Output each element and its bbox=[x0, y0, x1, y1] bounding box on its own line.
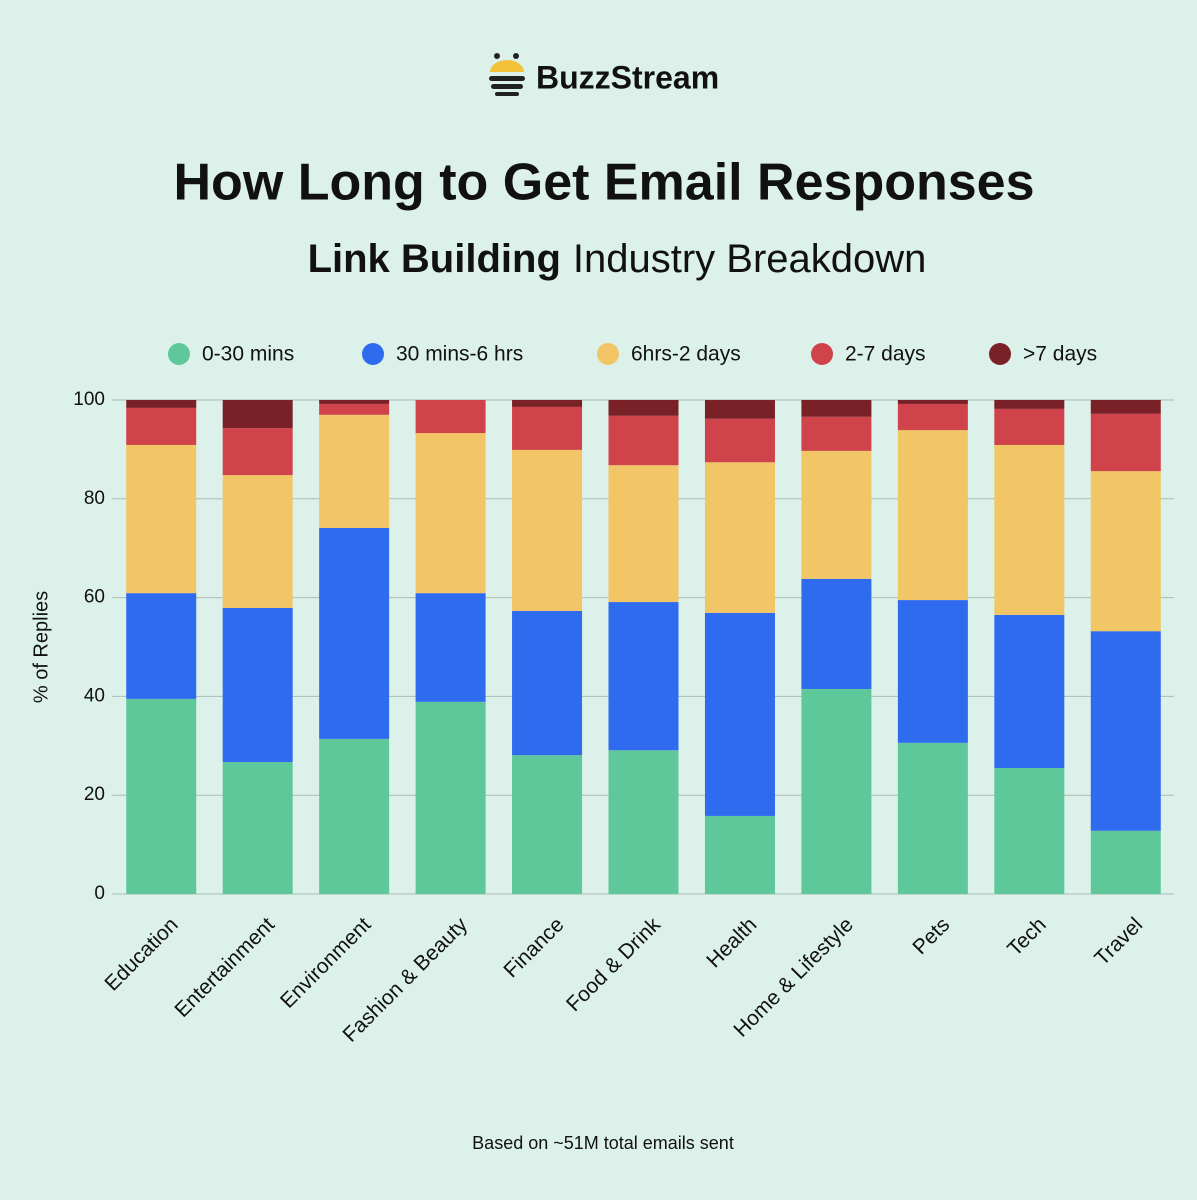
legend-label: 2-7 days bbox=[845, 343, 926, 366]
y-tick-label: 40 bbox=[84, 685, 105, 706]
bar-segment bbox=[1090, 830, 1161, 894]
logo-stripe bbox=[489, 76, 525, 81]
logo-body bbox=[490, 60, 524, 72]
legend-label: >7 days bbox=[1023, 343, 1097, 366]
y-tick-label: 80 bbox=[84, 488, 105, 509]
bar-segment bbox=[704, 400, 775, 419]
bar-segment bbox=[608, 602, 679, 751]
legend-swatch bbox=[811, 343, 833, 365]
bar-segment bbox=[608, 400, 679, 416]
bar-segment bbox=[608, 465, 679, 603]
x-tick-label: Travel bbox=[1090, 913, 1147, 970]
bar-segment bbox=[994, 408, 1065, 445]
bar-segment bbox=[126, 407, 197, 445]
legend-label: 30 mins-6 hrs bbox=[396, 343, 523, 366]
bar-segment bbox=[1090, 400, 1161, 414]
bar-segment bbox=[897, 403, 968, 431]
logo-stripe bbox=[491, 84, 523, 89]
bar-segment bbox=[897, 742, 968, 894]
subtitle-emphasis: Link Building bbox=[308, 237, 561, 281]
bar-segment bbox=[222, 475, 293, 608]
bar-segment bbox=[1090, 471, 1161, 632]
logo-stripe bbox=[495, 92, 519, 96]
bar-segment bbox=[994, 768, 1065, 894]
x-tick-label: Tech bbox=[1003, 913, 1051, 961]
bar-segment bbox=[415, 433, 486, 594]
x-tick-label: Finance bbox=[499, 913, 568, 982]
bar-segment bbox=[801, 416, 872, 451]
legend-label: 6hrs-2 days bbox=[631, 343, 741, 366]
bar-segment bbox=[319, 414, 390, 528]
legend-swatch bbox=[989, 343, 1011, 365]
bar-segment bbox=[897, 600, 968, 743]
x-tick-label: Food & Drink bbox=[562, 913, 665, 1016]
bar-segment bbox=[512, 610, 583, 756]
bar-segment bbox=[512, 755, 583, 894]
bar-segment bbox=[319, 738, 390, 894]
bar-segment bbox=[897, 400, 968, 404]
bar-segment bbox=[608, 750, 679, 894]
legend-swatch bbox=[362, 343, 384, 365]
bar-segment bbox=[704, 815, 775, 894]
bar-segment bbox=[994, 400, 1065, 409]
bar-segment bbox=[415, 400, 486, 434]
bar-segment bbox=[126, 444, 197, 594]
footnote: Based on ~51M total emails sent bbox=[472, 1133, 734, 1153]
chart-title: How Long to Get Email Responses bbox=[174, 154, 1035, 212]
bar-segment bbox=[704, 418, 775, 463]
bar-segment bbox=[319, 527, 390, 739]
x-tick-label: Health bbox=[702, 913, 761, 972]
bar-segment bbox=[222, 762, 293, 894]
bar-segment bbox=[1090, 413, 1161, 472]
legend-swatch bbox=[168, 343, 190, 365]
x-tick-label: Entertainment bbox=[170, 913, 279, 1022]
bar-segment bbox=[801, 400, 872, 417]
bar-segment bbox=[512, 400, 583, 407]
legend-swatch bbox=[597, 343, 619, 365]
bar-segment bbox=[897, 430, 968, 601]
bar-segment bbox=[126, 593, 197, 699]
logo-antenna bbox=[494, 53, 500, 59]
logo: BuzzStream bbox=[489, 53, 719, 96]
bar-segment bbox=[319, 403, 390, 415]
y-tick-label: 100 bbox=[73, 389, 105, 410]
logo-antenna bbox=[513, 53, 519, 59]
bar-segment bbox=[126, 698, 197, 894]
x-tick-label: Education bbox=[100, 913, 182, 995]
bar-segment bbox=[415, 701, 486, 894]
bar-segment bbox=[222, 428, 293, 476]
bar-segment bbox=[222, 400, 293, 429]
y-tick-label: 0 bbox=[94, 883, 105, 904]
bar-segment bbox=[801, 578, 872, 689]
legend-label: 0-30 mins bbox=[202, 343, 294, 366]
bar-segment bbox=[801, 688, 872, 894]
bar-segment bbox=[512, 449, 583, 611]
bar-segment bbox=[994, 444, 1065, 615]
bar-segment bbox=[222, 607, 293, 763]
bar-segment bbox=[1090, 631, 1161, 831]
bar-segment bbox=[126, 400, 197, 408]
bar-segment bbox=[801, 450, 872, 579]
bar-segment bbox=[415, 593, 486, 702]
subtitle-text: Industry Breakdown bbox=[573, 237, 927, 281]
bar-segment bbox=[994, 614, 1065, 769]
y-tick-label: 20 bbox=[84, 784, 105, 805]
bar-segment bbox=[704, 462, 775, 613]
bar-segment bbox=[704, 612, 775, 816]
x-tick-label: Environment bbox=[276, 913, 376, 1013]
chart-subtitle: Link Building Industry Breakdown bbox=[308, 237, 927, 281]
y-axis-label: % of Replies bbox=[30, 591, 52, 703]
brand: BuzzStream bbox=[536, 59, 719, 95]
y-tick-label: 60 bbox=[84, 587, 105, 608]
x-tick-label: Pets bbox=[908, 913, 954, 959]
bar-segment bbox=[319, 400, 390, 404]
bar-segment bbox=[512, 406, 583, 450]
bar-segment bbox=[608, 415, 679, 466]
